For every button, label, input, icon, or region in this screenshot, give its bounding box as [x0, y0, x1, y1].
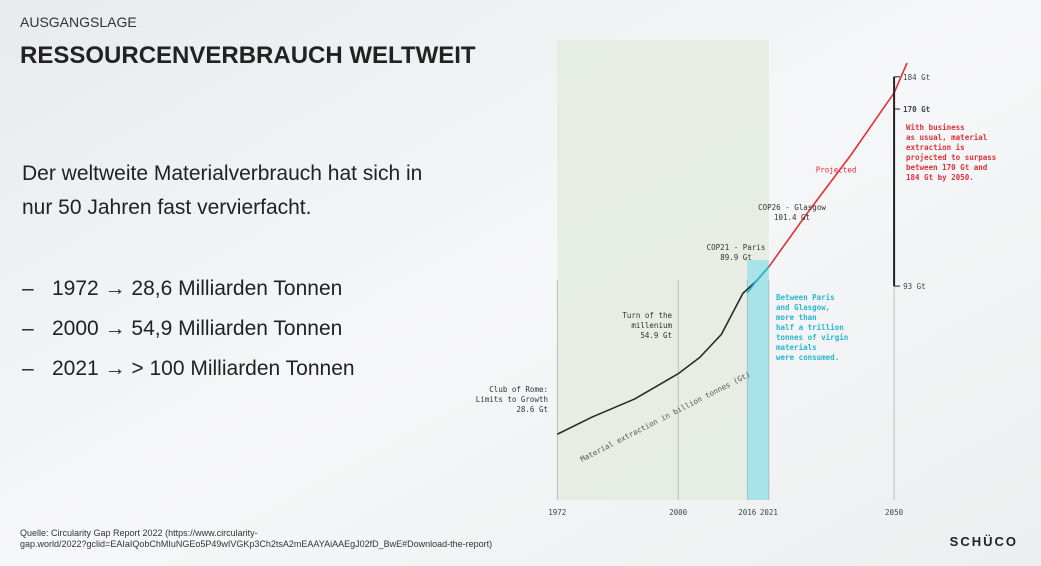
- annotation: Between Paris: [776, 293, 835, 302]
- source: gap.world/2022?gclid=EAIaIQobChMIuNGEo5P…: [20, 539, 492, 549]
- bullet-marker: –: [22, 357, 34, 380]
- x-tick-label: 1972: [548, 508, 566, 517]
- range-label: 170 Gt: [903, 105, 930, 114]
- lead: Der weltweite Materialverbrauch hat sich…: [22, 162, 422, 185]
- annotation: 54.9 Gt: [640, 331, 672, 340]
- range-label: 184 Gt: [903, 73, 930, 82]
- annotation: Limits to Growth: [476, 395, 548, 404]
- source: Quelle: Circularity Gap Report 2022 (htt…: [20, 528, 258, 538]
- annotation: half a trillion: [776, 323, 844, 332]
- bullet-list: –1972 → 28,6 Milliarden Tonnen– 2000 → 54…: [22, 277, 355, 380]
- bullet: 2000 → 54,9 Milliarden Tonnen: [52, 317, 342, 340]
- annotation: 101.4 Gt: [774, 213, 810, 222]
- bullet: 1972 → 28,6 Milliarden Tonnen: [52, 277, 342, 300]
- annotation: materials: [776, 343, 817, 352]
- annotation: between 170 Gt and: [906, 163, 987, 172]
- annotation: extraction is: [906, 143, 965, 152]
- annotation: projected to surpass: [906, 153, 996, 162]
- range-label: 93 Gt: [903, 282, 926, 291]
- annotation: COP26 - Glasgow: [758, 203, 826, 212]
- annotation: 28.6 Gt: [516, 405, 548, 414]
- highlight-band: [747, 260, 769, 500]
- annotation: were consumed.: [776, 353, 839, 362]
- annotation: as usual, material: [906, 133, 987, 142]
- title: RESSOURCENVERBRAUCH WELTWEIT: [20, 42, 476, 69]
- series-line: [768, 62, 908, 268]
- annotation: 184 Gt by 2050.: [906, 173, 974, 182]
- history-band: [557, 40, 769, 500]
- series-line: [746, 266, 770, 294]
- x-tick-label: 2050: [885, 508, 904, 517]
- bullet-marker: –: [22, 317, 34, 340]
- kicker: AUSGANGSLAGE: [20, 14, 137, 30]
- chart: 1972 2000 2016 2021 2050 Projected 184 Gt 170 G…: [476, 40, 996, 517]
- bullet: 2021 → > 100 Milliarden Tonnen: [52, 357, 355, 380]
- series-line: [556, 266, 770, 435]
- annotation: Turn of the: [622, 311, 672, 320]
- series-label: Projected: [816, 166, 857, 175]
- annotation: and Glasgow,: [776, 303, 830, 312]
- bullet-marker: –: [22, 277, 34, 300]
- annotation: more than: [776, 313, 817, 322]
- annotation: 89.9 Gt: [720, 253, 752, 262]
- x-tick-label: 2000: [669, 508, 688, 517]
- annotation: COP21 - Paris: [707, 243, 766, 252]
- logo: SCHÜCO: [950, 534, 1018, 549]
- annotation: tonnes of virgin: [776, 333, 848, 342]
- x-tick-label: 2016: [738, 508, 757, 517]
- x-tick-label: 2021: [760, 508, 778, 517]
- lead: nur 50 Jahren fast vervierfacht.: [22, 196, 311, 219]
- annotation: Club of Rome:: [489, 385, 548, 394]
- annotation: millenium: [631, 321, 672, 330]
- annotation: With business: [906, 123, 965, 132]
